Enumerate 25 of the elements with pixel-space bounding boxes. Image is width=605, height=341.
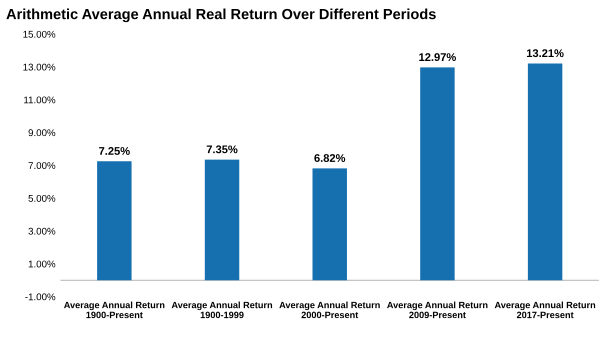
y-tick-label: 9.00% xyxy=(28,129,56,136)
bar xyxy=(204,160,240,280)
bar xyxy=(97,161,132,280)
data-label: 12.97% xyxy=(419,53,456,62)
y-tick-label: 7.00% xyxy=(28,162,56,170)
y-tick-label: -1.00% xyxy=(25,293,56,300)
x-tick-label: Average Annual Return 2017-Present xyxy=(494,302,596,318)
data-label: 13.21% xyxy=(526,49,564,58)
y-tick-label: 13.00% xyxy=(23,64,56,71)
x-tick-label: Average Annual Return 2009-Present xyxy=(387,302,488,318)
chart-title: Arithmetic Average Annual Real Return Over Different Periods xyxy=(6,8,436,22)
y-tick-label: 15.00% xyxy=(23,30,56,38)
data-label: 7.25% xyxy=(99,147,130,155)
x-tick-label: Average Annual Return 2000-Present xyxy=(279,302,380,318)
x-tick-label: Average Annual Return 1900-Present xyxy=(64,302,164,318)
data-label: 7.35% xyxy=(206,145,238,154)
data-label: 6.82% xyxy=(314,154,346,162)
bar xyxy=(312,168,347,280)
bar xyxy=(528,63,562,280)
y-tick-label: 11.00% xyxy=(24,96,56,104)
bar xyxy=(420,67,455,280)
y-tick-label: 5.00% xyxy=(28,194,56,202)
y-tick-label: 3.00% xyxy=(28,228,56,235)
y-tick-label: 1.00% xyxy=(28,260,56,268)
x-tick-label: Average Annual Return 1900-1999 xyxy=(172,302,272,318)
